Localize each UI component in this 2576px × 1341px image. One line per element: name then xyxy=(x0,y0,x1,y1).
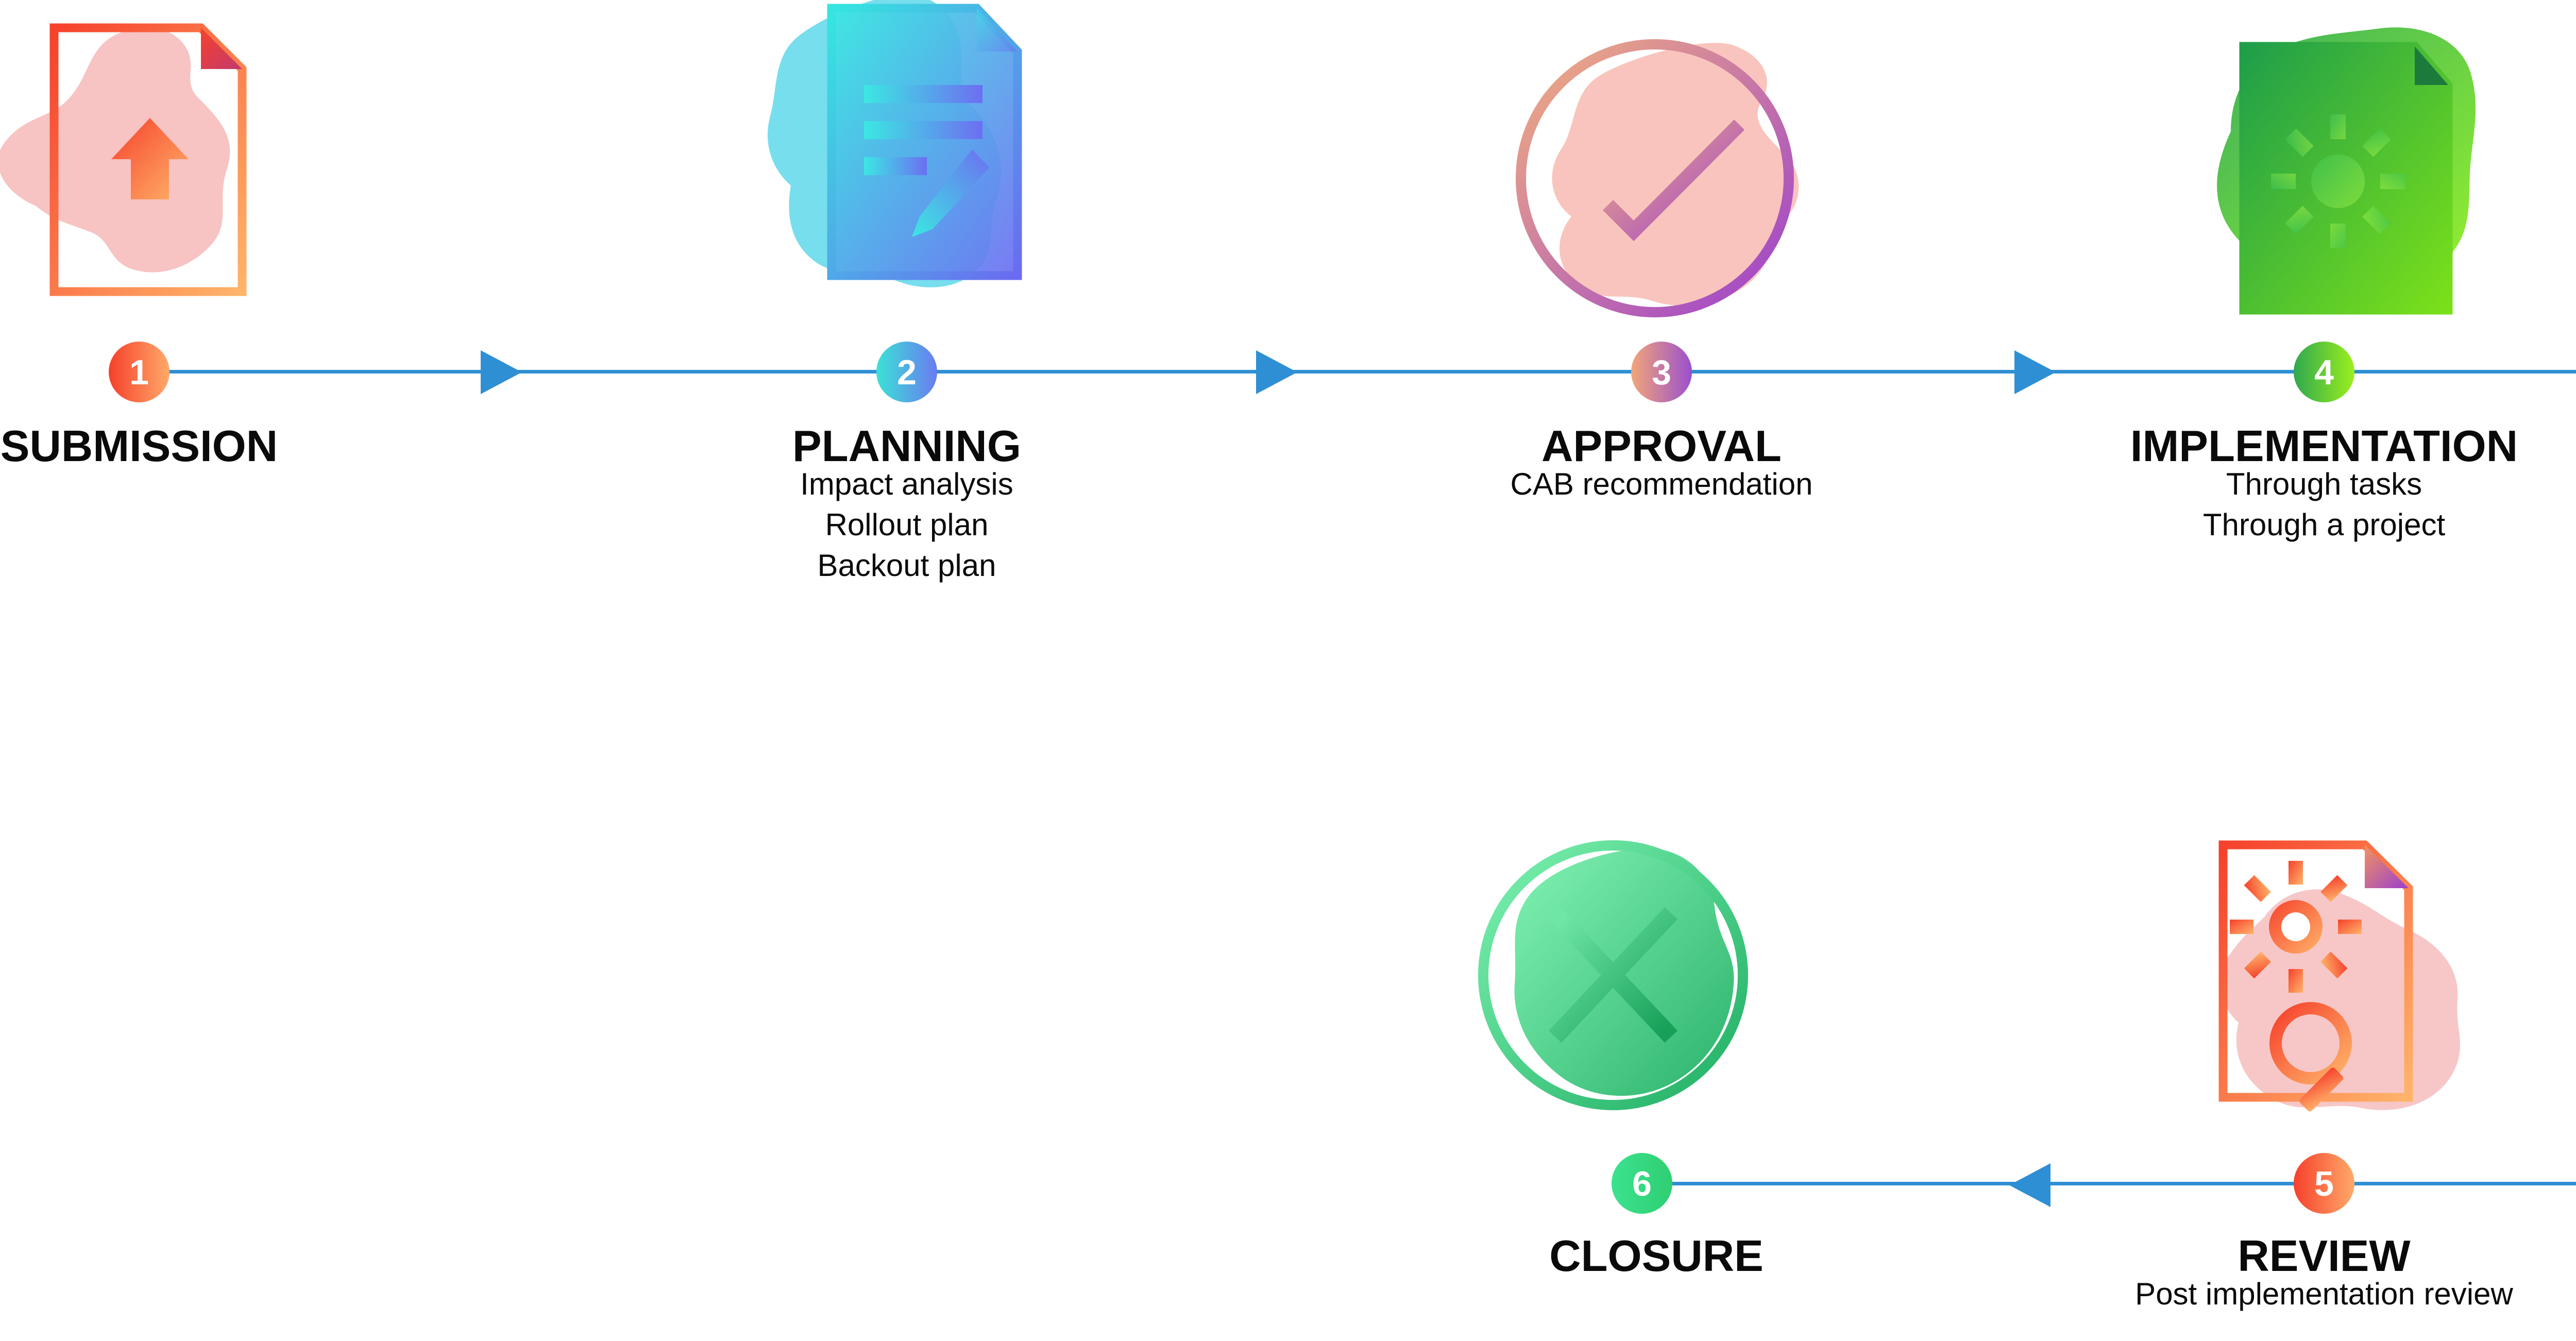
svg-text:4: 4 xyxy=(2314,353,2334,392)
svg-text:5: 5 xyxy=(2314,1164,2334,1203)
svg-text:2: 2 xyxy=(897,353,917,392)
svg-text:6: 6 xyxy=(1632,1164,1652,1203)
svg-text:1: 1 xyxy=(129,353,149,392)
svg-text:3: 3 xyxy=(1652,353,1671,392)
